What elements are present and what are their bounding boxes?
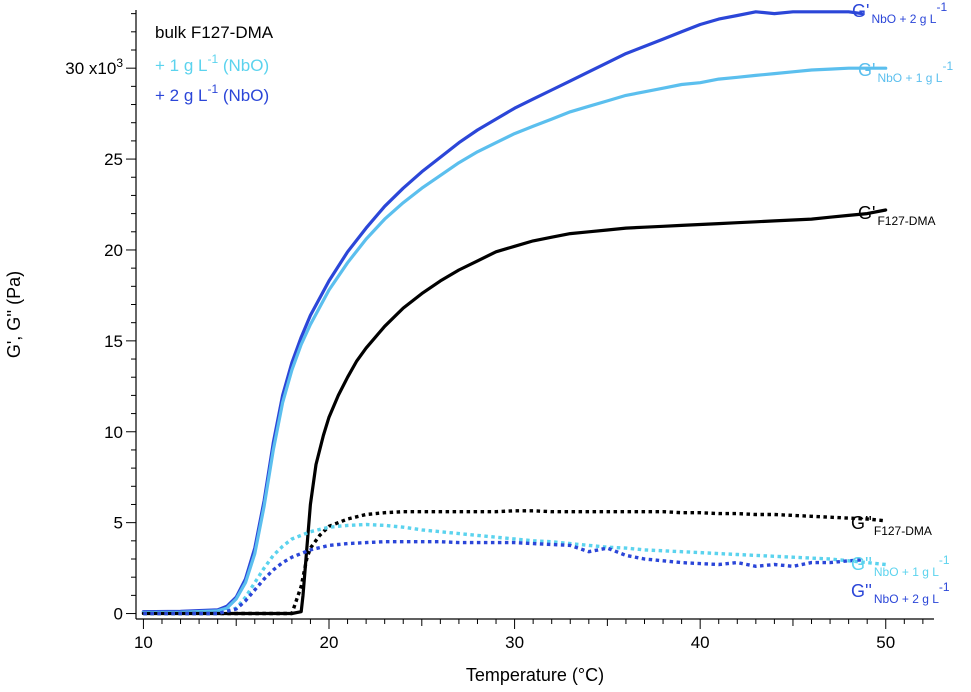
x-tick-label: 20 [320,633,339,652]
series-label-gpp_0: G'' F127-DMA [851,513,932,538]
y-tick-exponent: 3 [116,56,123,70]
y-tick-label: 0 [114,605,123,624]
legend-entry: + 2 g L-1 (NbO) [155,82,269,105]
legend: bulk F127-DMA + 1 g L-1 (NbO) + 2 g L-1 (N… [155,23,274,105]
x-tick-label: 40 [691,633,710,652]
axes: 10 20 30 40 50 0 5 10 15 20 25 30 x103 [65,10,934,652]
series-label-gp_0: G' F127-DMA [858,203,935,228]
x-tick-label: 30 [505,633,524,652]
series-line-gpp_2 [143,540,862,616]
series-label-gpp_2: G'' NbO + 2 g L-1 [851,580,950,606]
legend-entry: + 1 g L-1 (NbO) [155,52,269,75]
y-tick-label: 20 [104,241,123,260]
y-tick-label: 30 x103 [65,56,123,78]
y-tick-label: 25 [104,150,123,169]
series-line-gpp_1 [143,522,886,616]
y-tick-label: 10 [104,423,123,442]
series-label-gpp_1: G'' NbO + 1 g L-1 [851,553,950,579]
series-line-gp_1 [141,66,888,615]
y-tick-label: 5 [114,514,123,533]
x-tick-label: 50 [876,633,895,652]
series-layer [141,10,888,616]
series-line-gpp_0 [143,509,886,616]
x-axis-label: Temperature (°C) [466,665,604,685]
series-label-gp_1: G' NbO + 1 g L-1 [858,59,953,85]
series-labels: G' NbO + 2 g L-1 G' NbO + 1 g L-1 G' F127-DMA… [851,0,953,606]
legend-entry: bulk F127-DMA [155,23,274,42]
y-tick-label: 15 [104,332,123,351]
series-label-gp_2: G' NbO + 2 g L-1 [852,0,947,26]
y-axis-label: G', G'' (Pa) [4,271,24,358]
series-line-gp_0 [141,208,888,616]
x-tick-label: 10 [134,633,153,652]
